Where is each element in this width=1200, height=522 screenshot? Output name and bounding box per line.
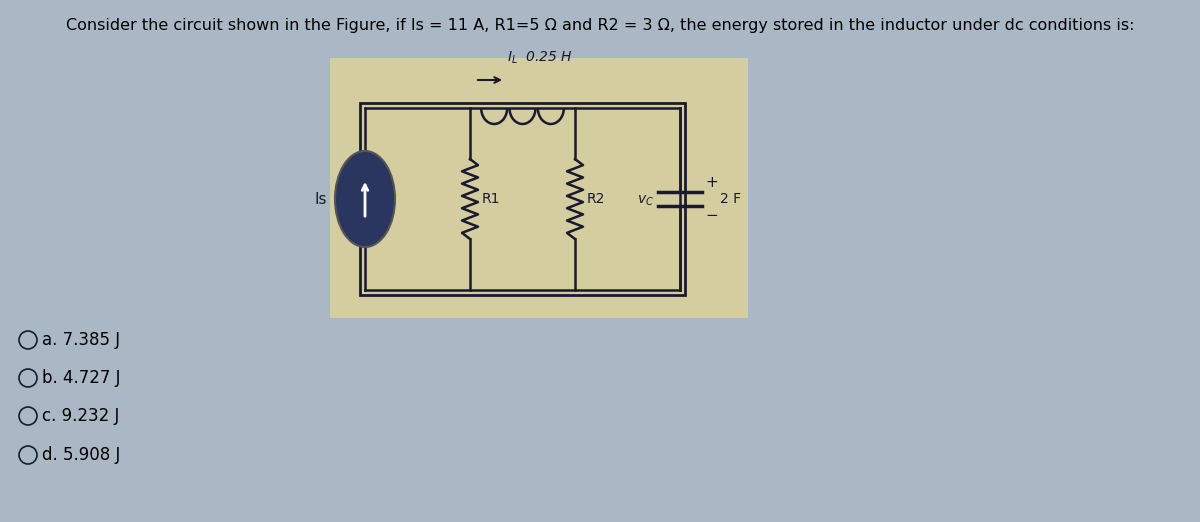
Text: R1: R1	[482, 192, 500, 206]
Text: $v_C$: $v_C$	[637, 194, 654, 208]
Text: b. 4.727 J: b. 4.727 J	[42, 369, 120, 387]
Text: $I_L$  0.25 H: $I_L$ 0.25 H	[508, 50, 572, 66]
Text: −: −	[706, 208, 718, 223]
Text: Is: Is	[314, 192, 326, 207]
Text: a. 7.385 J: a. 7.385 J	[42, 331, 120, 349]
Text: +: +	[706, 175, 718, 190]
Text: 2 F: 2 F	[720, 192, 742, 206]
Bar	[330, 58, 748, 318]
Text: d. 5.908 J: d. 5.908 J	[42, 446, 120, 464]
Ellipse shape	[335, 151, 395, 247]
Text: Consider the circuit shown in the Figure, if Is = 11 A, R1=5 Ω and R2 = 3 Ω, the: Consider the circuit shown in the Figure…	[66, 18, 1134, 33]
Text: R2: R2	[587, 192, 605, 206]
Text: c. 9.232 J: c. 9.232 J	[42, 407, 119, 425]
